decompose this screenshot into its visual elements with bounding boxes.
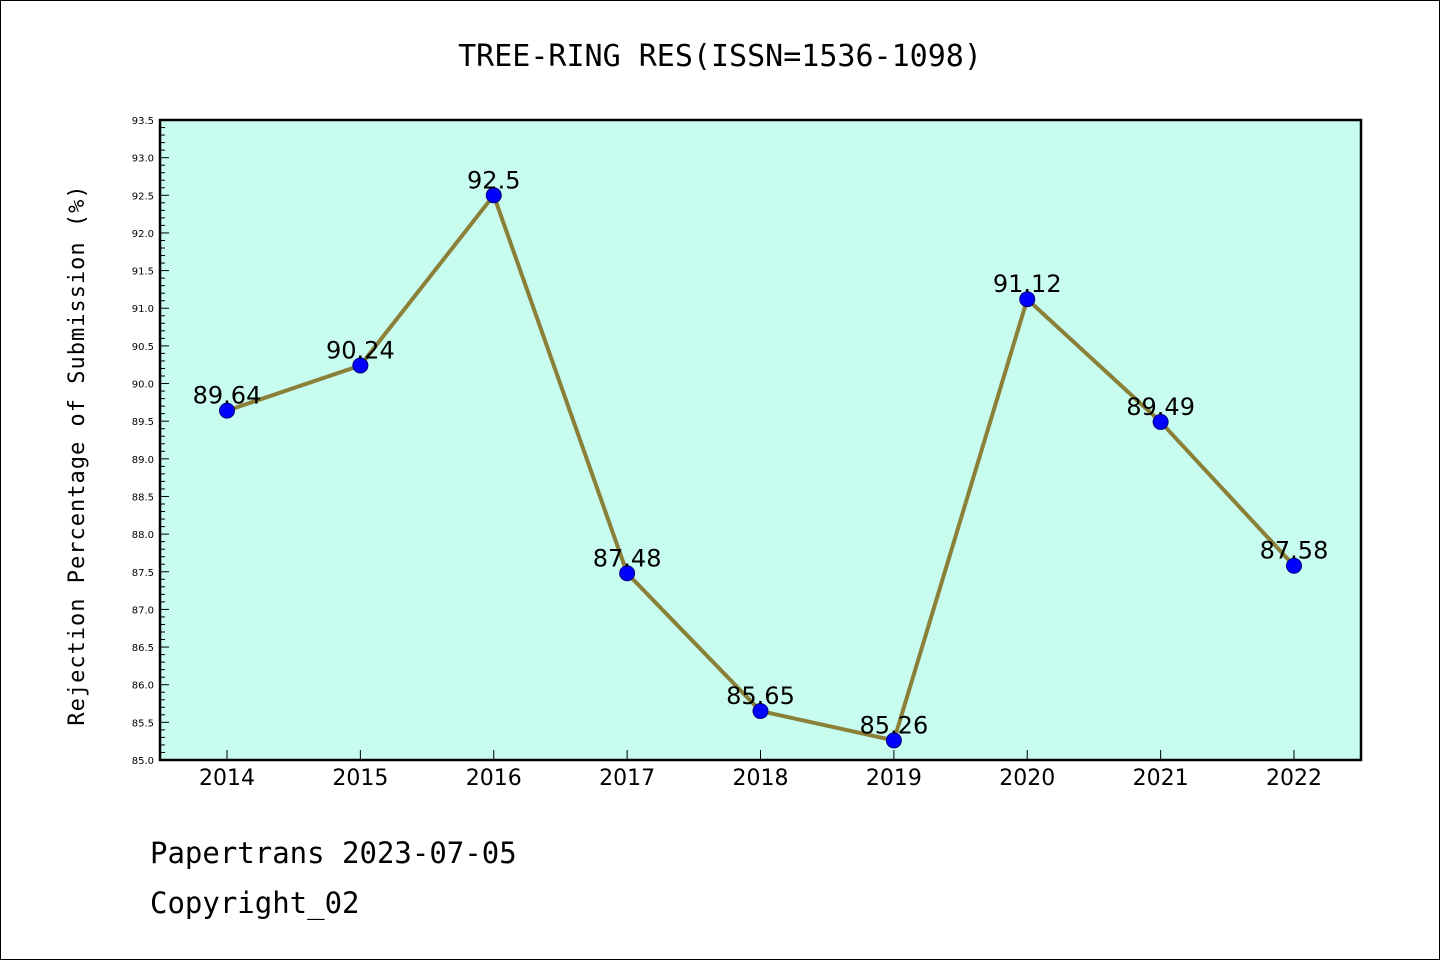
x-tick-label: 2015 <box>332 766 388 791</box>
y-tick-label: 86.0 <box>132 681 154 692</box>
y-tick-label: 85.5 <box>132 718 154 729</box>
data-label: 85.26 <box>860 711 929 739</box>
data-point <box>1019 291 1036 308</box>
y-axis: 85.0 85.5 86.0 86.5 87.0 87.5 88.0 88.5 89.0 89.5… <box>132 116 169 767</box>
y-tick-label: 88.5 <box>132 492 154 503</box>
y-tick-label: 91.5 <box>132 267 154 278</box>
y-tick-label: 91.0 <box>132 304 154 315</box>
data-label: 87.58 <box>1260 537 1329 565</box>
x-tick-label: 2014 <box>199 766 255 791</box>
x-tick-label: 2020 <box>999 766 1055 791</box>
data-label: 89.64 <box>193 382 262 410</box>
data-markers <box>219 187 1302 749</box>
x-tick-label: 2019 <box>866 766 922 791</box>
y-tick-label: 93.0 <box>132 154 154 165</box>
data-label: 91.12 <box>993 270 1062 298</box>
footer-copyright: Copyright_02 <box>150 886 360 920</box>
chart-title: TREE-RING RES(ISSN=1536-1098) <box>458 39 982 74</box>
data-label: 90.24 <box>326 336 395 364</box>
y-tick-label: 89.5 <box>132 417 154 428</box>
y-tick-label: 89.0 <box>132 455 154 466</box>
y-tick-label: 87.0 <box>132 605 154 616</box>
data-label: 85.65 <box>726 682 795 710</box>
data-label: 92.5 <box>467 166 520 194</box>
y-tick-label: 85.0 <box>132 756 154 767</box>
data-point <box>352 357 369 374</box>
y-tick-label: 93.5 <box>132 116 154 127</box>
plot-area <box>160 120 1361 760</box>
data-point <box>219 402 235 419</box>
x-tick-label: 2021 <box>1133 766 1189 791</box>
x-tick-label: 2016 <box>466 766 522 791</box>
y-tick-label: 90.5 <box>132 342 154 353</box>
y-tick-label: 92.0 <box>132 229 154 240</box>
data-label: 89.49 <box>1126 393 1195 421</box>
data-point <box>619 565 636 582</box>
y-tick-label: 86.5 <box>132 643 154 654</box>
y-tick-label: 90.0 <box>132 380 154 391</box>
x-axis: 2014 2015 2016 2017 2018 2019 2020 2021 2022 <box>199 750 1322 791</box>
x-tick-label: 2018 <box>733 766 789 791</box>
data-point <box>1152 413 1169 430</box>
data-point <box>752 703 769 720</box>
plot-border <box>158 118 1363 762</box>
data-label: 87.48 <box>593 544 662 572</box>
y-tick-label: 87.5 <box>132 568 154 579</box>
y-axis-label: Rejection Percentage of Submission (%) <box>65 184 90 725</box>
data-point <box>485 187 502 204</box>
data-point <box>1286 557 1302 574</box>
x-tick-label: 2017 <box>599 766 655 791</box>
x-tick-label: 2022 <box>1266 766 1322 791</box>
data-point <box>885 732 902 749</box>
footer-date: Papertrans 2023-07-05 <box>150 836 517 870</box>
y-tick-label: 92.5 <box>132 191 154 202</box>
y-tick-label: 88.0 <box>132 530 154 541</box>
data-labels: 89.64 90.24 92.5 87.48 85.65 85.26 91.12 89.49 8… <box>193 166 1329 739</box>
